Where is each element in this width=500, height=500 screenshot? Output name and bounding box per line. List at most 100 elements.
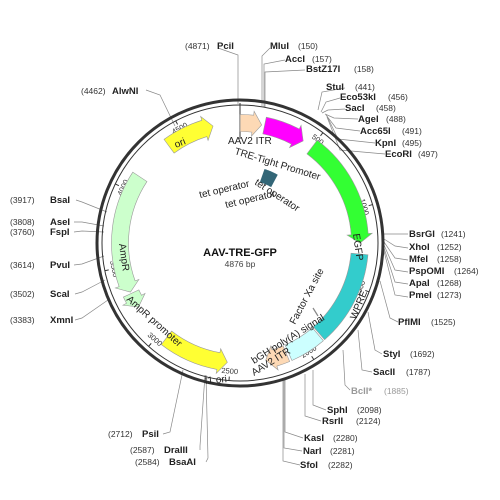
site-name-asei: AseI (50, 217, 70, 228)
tet-operator-bar (259, 168, 267, 183)
site-name-rsrii: RsrII (322, 416, 343, 427)
site-name-fspi: FspI (50, 227, 70, 238)
site-pos-alwni: (4462) (81, 86, 106, 96)
site-name-xmni: XmnI (50, 315, 73, 326)
site-pos-xmni: (3383) (10, 315, 35, 325)
site-name-acc65i: Acc65I (360, 126, 391, 137)
site-pos-pflmi: (1525) (431, 317, 456, 327)
site-name-bsrgi: BsrGI (409, 229, 435, 240)
site-name-mlui: MluI (270, 41, 289, 52)
site-pos-scai: (3502) (10, 289, 35, 299)
site-pos-sacii: (1787) (406, 367, 431, 377)
site-name-sphi: SphI (327, 405, 348, 416)
site-name-acci: AccI (285, 54, 305, 65)
site-pos-bsai: (3917) (10, 195, 35, 205)
site-pos-xhoi: (1252) (437, 242, 462, 252)
feature-aav2-itr-left (239, 110, 263, 137)
site-name-bstz17i: BstZ17I (306, 64, 340, 75)
tet-operator-bar (261, 169, 269, 184)
site-name-nari: NarI (303, 446, 321, 457)
site-pos-bstz17i: (158) (354, 64, 374, 74)
site-name-pspomi: PspOMI (409, 266, 444, 277)
tet-operator-block (259, 168, 278, 188)
tick-mark (148, 343, 152, 347)
site-leader-lines (73, 47, 409, 466)
feature-aav2-itr-right (265, 345, 291, 371)
site-name-draiii: DraIII (164, 445, 188, 456)
site-pos-bcli: (1885) (384, 386, 409, 396)
tet-operator-bar (263, 170, 271, 185)
site-pos-pvui: (3614) (10, 260, 35, 270)
site-name-sacii: SacII (373, 367, 395, 378)
site-name-ecori: EcoRI (385, 149, 412, 160)
site-pos-asei: (3808) (10, 217, 35, 227)
site-name-bcli: BclI* (351, 386, 372, 397)
site-pos-saci: (458) (376, 103, 396, 113)
feature-label-aav2-itr-left: AAV2 ITR (228, 136, 272, 147)
site-pos-sphi: (2098) (357, 405, 382, 415)
site-pos-bsrgi: (1241) (441, 229, 466, 239)
feature-bgh-polya (284, 327, 324, 361)
site-pos-rsrii: (2124) (356, 416, 381, 426)
tet-operator-bar (267, 172, 276, 187)
site-name-scai: ScaI (50, 289, 70, 300)
feature-arrows (111, 110, 374, 375)
site-pos-eco53ki: (456) (388, 92, 408, 102)
site-pos-ecori: (497) (418, 149, 438, 159)
site-pos-psii: (2712) (108, 429, 133, 439)
feature-wpre (313, 252, 369, 341)
tick-mark (104, 269, 109, 272)
feature-ori (163, 115, 214, 154)
tick-mark (365, 289, 370, 293)
site-pos-sfoi: (2282) (328, 460, 353, 470)
restriction-sites: (4871) PciI MluI (150) AccI (157) BstZ17… (10, 41, 479, 471)
site-pos-agei: (488) (386, 114, 406, 124)
feature-tre-tight-promoter (262, 116, 304, 149)
site-name-saci: SacI (345, 103, 365, 114)
feature-ampr-promoter (121, 289, 146, 308)
tick-label: 2500 (221, 366, 238, 376)
site-name-psii: PsiI (142, 429, 159, 440)
site-pos-kasi: (2280) (333, 433, 358, 443)
site-pos-fspi: (3760) (10, 227, 35, 237)
site-name-agei: AgeI (358, 114, 379, 125)
site-pos-nari: (2281) (330, 446, 355, 456)
site-name-pflmi: PflMI (398, 317, 421, 328)
site-name-bsai: BsaI (50, 195, 70, 206)
feature-label-ampr: AmpR (116, 243, 131, 272)
site-name-mfei: MfeI (409, 254, 428, 265)
feature-f1-ori (160, 330, 228, 375)
site-name-styi: StyI (383, 349, 400, 360)
site-name-kasi: KasI (304, 433, 324, 444)
site-pos-kpni: (495) (402, 138, 422, 148)
tick-mark (311, 355, 315, 360)
site-pos-stui: (441) (355, 82, 375, 92)
site-name-pmei: PmeI (409, 290, 432, 301)
factor-xa-marker (312, 307, 319, 317)
plasmid-length: 4876 bp (225, 259, 256, 269)
feature-egfp (306, 139, 374, 244)
site-name-sfoi: SfoI (300, 460, 318, 471)
plasmid-title: AAV-TRE-GFP (203, 247, 277, 259)
site-name-stui: StuI (326, 82, 344, 93)
site-pos-mfei: (1258) (437, 254, 462, 264)
site-name-xhoi: XhoI (409, 242, 430, 253)
site-pos-acci: (157) (312, 54, 332, 64)
tet-operator-bar (264, 171, 273, 185)
site-pos-bsaai: (2584) (135, 457, 160, 467)
site-pos-pmei: (1273) (437, 290, 462, 300)
tick-mark (115, 183, 120, 187)
tet-operator-bar (269, 173, 278, 188)
site-name-pvui: PvuI (50, 260, 70, 271)
site-pos-styi: (1692) (410, 349, 435, 359)
site-name-eco53ki: Eco53kI (340, 92, 376, 103)
tick-mark (368, 204, 373, 207)
tick-mark (175, 120, 179, 125)
feature-label-ori: ori (173, 136, 187, 150)
site-name-alwni: AlwNI (112, 86, 138, 97)
feature-label-egfp: EGFP (350, 233, 365, 262)
feature-label-f1-ori: f1 ori (204, 374, 227, 387)
site-name-pcii: PciI (217, 41, 234, 52)
site-pos-mlui: (150) (298, 41, 318, 51)
